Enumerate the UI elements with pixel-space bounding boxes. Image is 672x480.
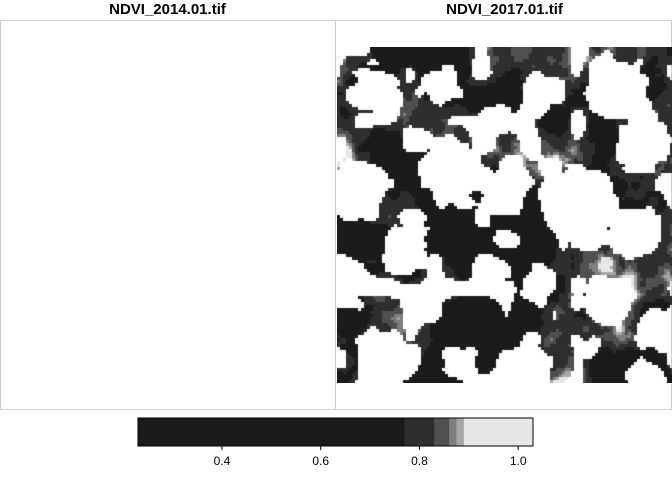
colorbar-segment <box>449 418 457 446</box>
colorbar-segment <box>463 418 534 446</box>
colorbar-tick-label: 1.0 <box>510 454 527 468</box>
colorbar-segments <box>138 418 534 446</box>
colorbar-tick-label: 0.8 <box>411 454 428 468</box>
colorbar-segment <box>138 418 406 446</box>
colorbar-tick-label: 0.6 <box>312 454 329 468</box>
colorbar-border <box>137 417 534 447</box>
colorbar-legend: 0.4 0.6 0.8 1.0 <box>137 417 534 468</box>
ndvi-raster-2017 <box>337 47 672 383</box>
panel-title-2014: NDVI_2014.01.tif <box>109 1 226 18</box>
colorbar-tick-label: 0.4 <box>214 454 231 468</box>
colorbar-segment <box>404 418 435 446</box>
panel-title-2017: NDVI_2017.01.tif <box>446 1 563 18</box>
colorbar-ticks: 0.4 0.6 0.8 1.0 <box>214 446 527 468</box>
raster-panel-2014 <box>0 20 337 410</box>
colorbar-segment <box>434 418 450 446</box>
colorbar-segment <box>456 418 465 446</box>
